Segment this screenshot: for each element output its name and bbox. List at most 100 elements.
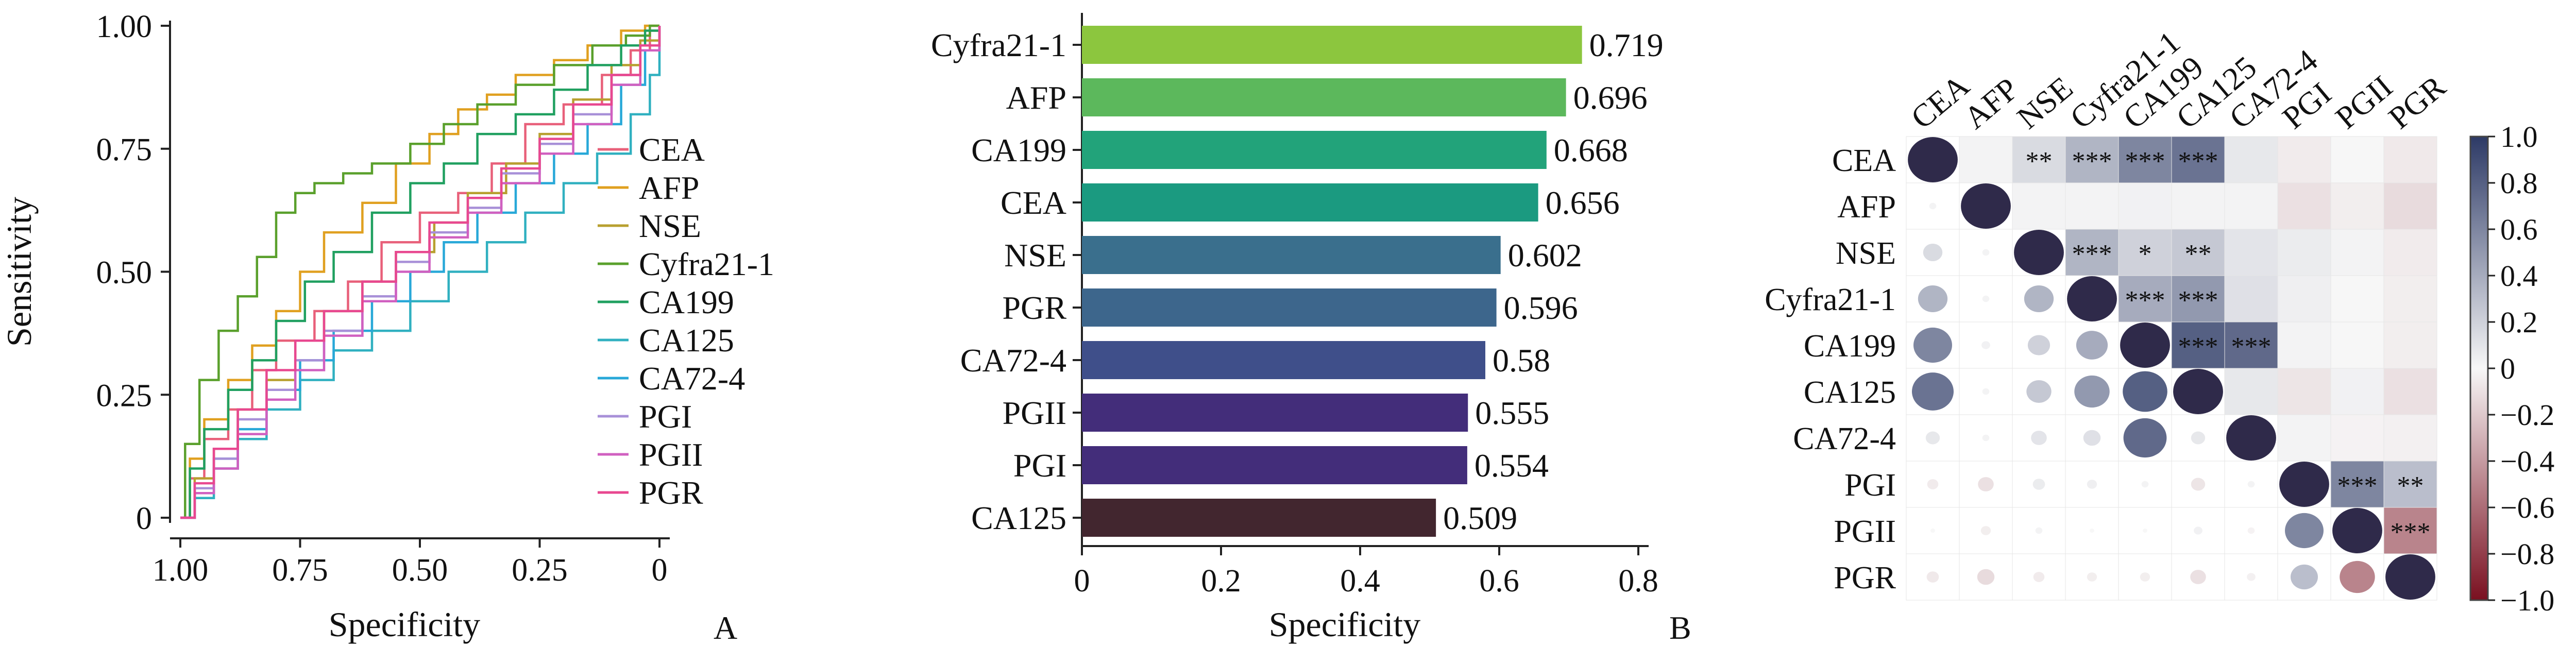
category-label-ca72-4: CA72-4 [960,342,1066,379]
heatmap-cell-lower [2224,461,2278,508]
heatmap-cell [2383,368,2437,415]
roc-curve-ca199 [180,26,661,519]
correlation-circle [2024,285,2054,313]
column-label-pgii: PGII [2329,69,2399,136]
panel-label-b: B [1669,609,1691,646]
heatmap-cell [2118,182,2172,230]
correlation-circle [2035,527,2043,534]
significance-mark: *** [2391,518,2431,547]
row-label-ca199: CA199 [1804,329,1896,364]
row-label-afp: AFP [1837,190,1896,225]
value-label-pgii: 0.555 [1475,395,1549,431]
heatmap-cell [2330,275,2384,322]
correlation-circle [2087,572,2097,582]
y-tick-label: 1.00 [96,9,152,44]
row-label-pgi: PGI [1844,468,1896,503]
category-label-cyfra21-1: Cyfra21-1 [931,27,1066,63]
heatmap-cell [2065,136,2119,183]
correlation-circle [2027,335,2050,355]
heatmap-cell [2330,229,2384,276]
colorbar-tick-label: −1.0 [2500,584,2554,617]
heatmap-cell [2383,414,2437,462]
heatmap-cell [2118,275,2172,322]
x-tick-label: 0.4 [1340,564,1380,599]
correlation-circle [2140,572,2150,582]
legend-label-pgi: PGI [639,398,692,435]
correlation-circle [1926,571,1939,583]
heatmap-cell [1959,136,2013,183]
x-tick-label: 1.00 [152,553,209,588]
category-label-pgi: PGI [1013,447,1066,484]
bar-ca199 [1082,131,1547,169]
diagonal-circle [2279,462,2329,507]
correlation-circle [1912,372,1954,411]
significance-mark: *** [2125,147,2165,176]
correlation-circle [1929,202,1937,210]
value-label-cyfra21-1: 0.719 [1589,27,1664,63]
x-tick-label: 0 [652,553,668,588]
heatmap-cell [2171,182,2225,230]
legend-label-cea: CEA [639,131,705,168]
category-label-nse: NSE [1004,237,1066,274]
bar-nse [1082,236,1501,274]
row-label-pgr: PGR [1834,560,1896,596]
correlation-circle [2247,573,2256,581]
heatmap-cell [2224,229,2278,276]
correlation-circle [2033,572,2045,582]
value-label-nse: 0.602 [1508,237,1582,274]
correlation-circle [2340,560,2375,593]
value-label-ca72-4: 0.58 [1493,342,1550,379]
heatmap-cell [2277,275,2331,322]
heatmap-cell [2383,321,2437,369]
category-label-ca199: CA199 [971,132,1066,168]
significance-mark: *** [2337,471,2378,501]
x-tick-label: 0.75 [272,553,328,588]
column-label-nse: NSE [2011,70,2079,135]
heatmap-cell [2224,182,2278,230]
correlation-circle [2076,331,2108,360]
colorbar-tick-label: −0.4 [2500,445,2554,478]
heatmap-cell [2171,229,2225,276]
diagonal-circle [2014,230,2064,275]
category-label-pgr: PGR [1003,290,1067,326]
category-label-cea: CEA [1001,184,1066,221]
correlation-circle [1982,388,1990,395]
significance-mark: * [2139,240,2152,269]
heatmap-cell [2330,321,2384,369]
heatmap-cell [2277,136,2331,183]
bar-pgi [1082,446,1467,484]
row-label-pgii: PGII [1834,514,1896,549]
correlation-circle [1977,569,1995,585]
heatmap-cell [2383,182,2437,230]
bar-cyfra21-1 [1082,26,1582,64]
bar-ca72-4 [1082,341,1485,379]
y-tick-label: 0.25 [96,378,152,413]
x-axis-title: Specificity [1269,605,1421,644]
heatmap-cell [2224,275,2278,322]
correlation-circle [1927,479,1939,489]
x-tick-label: 0.50 [392,553,448,588]
correlation-circle [2032,479,2045,490]
heatmap-cell [2171,275,2225,322]
significance-mark: ** [2185,240,2212,269]
correlation-circle [2026,380,2052,403]
significance-mark: *** [2231,332,2272,362]
heatmap-cell [2171,136,2225,183]
significance-mark: *** [2072,240,2112,269]
column-label-afp: AFP [1958,72,2025,136]
correlation-circle [1982,295,1990,302]
colorbar-tick-label: 0.4 [2500,259,2538,293]
panel-label-a: A [714,609,737,646]
heatmap-cell [2330,414,2384,462]
legend-label-pgr: PGR [639,474,703,511]
colorbar-tick-label: 0.8 [2500,166,2538,200]
panel-c-correlation-heatmap: ** *** *** ****** * ***** ****** ****** *****CEA… [1765,25,2554,617]
diagonal-circle [2385,554,2435,600]
heatmap-cell [2383,136,2437,183]
bar-cea [1082,183,1538,222]
heatmap-cell [2012,182,2066,230]
correlation-circle [2090,529,2094,533]
heatmap-cell [2277,368,2331,415]
bar-pgr [1082,288,1497,327]
